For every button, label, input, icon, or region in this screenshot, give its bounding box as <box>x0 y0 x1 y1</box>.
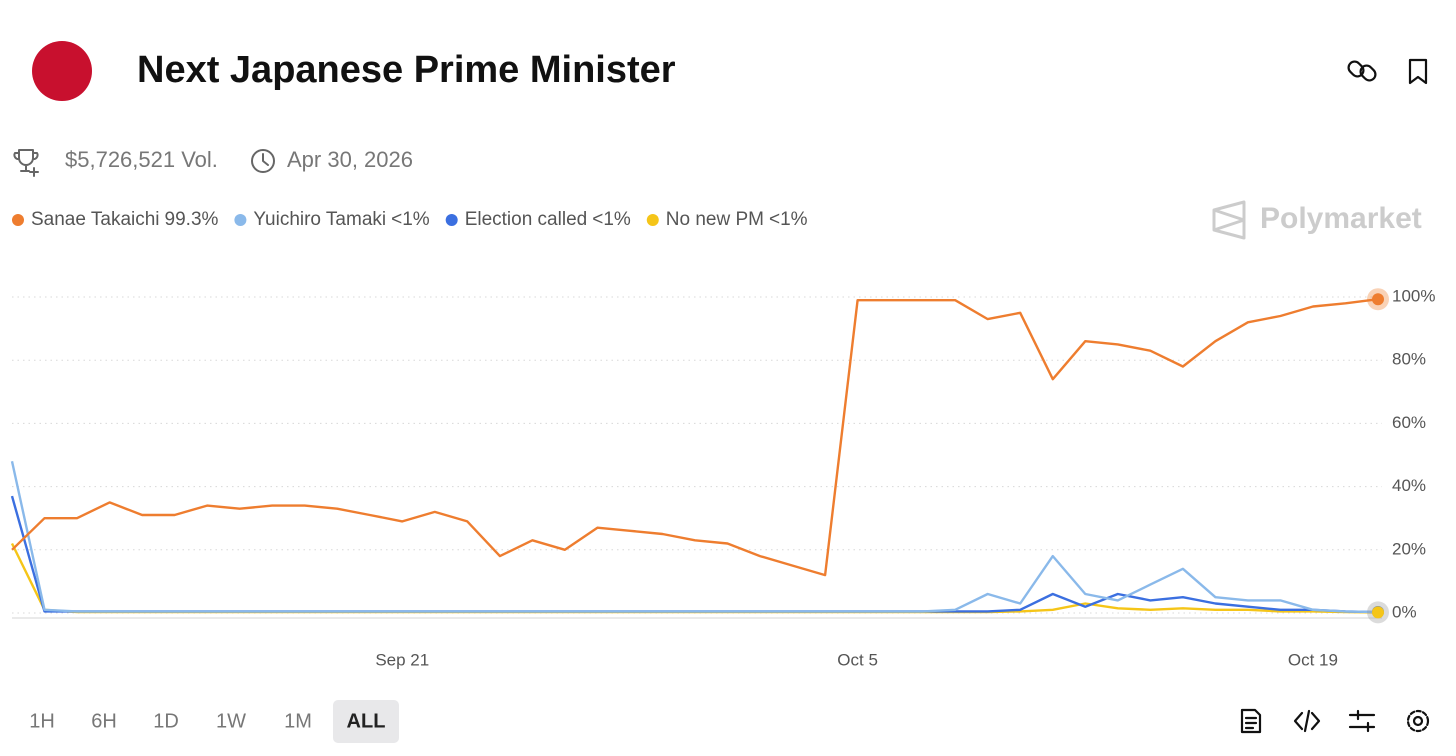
y-tick-label: 60% <box>1392 413 1426 432</box>
series-line <box>10 495 1379 614</box>
y-tick-label: 20% <box>1392 539 1426 558</box>
filter-button[interactable] <box>1348 709 1376 733</box>
legend-name: Sanae Takaichi <box>31 209 160 230</box>
settings-button[interactable] <box>1406 709 1430 733</box>
link-button[interactable] <box>1346 59 1378 83</box>
range-button[interactable]: 6H <box>91 710 117 732</box>
range-selector: 1H 6H 1D 1W 1M ALL <box>29 700 399 743</box>
plot: 0% 20% 40% 60% 80% 100% Sep 21 Oct 5 Oct 19 <box>10 286 1435 669</box>
x-tick-label: Sep 21 <box>375 650 429 669</box>
doc-button[interactable] <box>1240 708 1262 734</box>
y-tick-label: 100% <box>1392 286 1435 305</box>
legend-dot <box>234 214 247 226</box>
legend-dot <box>12 214 24 226</box>
legend: Sanae Takaichi 99.3% Yuichiro Tamaki <1% Ele… <box>12 209 808 230</box>
end-date: Apr 30, 2026 <box>287 147 413 172</box>
range-button[interactable]: 1H <box>29 710 55 732</box>
range-active-bg <box>333 700 399 743</box>
y-tick-label: 0% <box>1392 602 1417 621</box>
end-dot <box>1372 606 1384 619</box>
trophy-icon <box>13 149 39 177</box>
range-button[interactable]: 1W <box>216 710 246 732</box>
series-line <box>10 542 1379 614</box>
range-button[interactable]: 1D <box>153 710 179 732</box>
volume: $5,726,521 Vol. <box>65 147 218 172</box>
title: Next Japanese Prime Minister <box>137 49 676 91</box>
y-tick-label: 80% <box>1392 350 1426 369</box>
series-line <box>10 461 1379 614</box>
watermark: Polymarket <box>1260 202 1422 235</box>
embed-button[interactable] <box>1293 709 1321 733</box>
legend-value: <1% <box>391 209 430 230</box>
legend-value: <1% <box>769 209 808 230</box>
end-dot <box>1372 293 1384 306</box>
legend-value: 99.3% <box>165 209 219 230</box>
market-icon <box>32 41 92 101</box>
watermark-logo <box>1212 200 1246 240</box>
x-tick-label: Oct 19 <box>1288 650 1338 669</box>
y-tick-label: 40% <box>1392 476 1426 495</box>
legend-name: Election called <box>465 209 588 230</box>
toolbar <box>1240 708 1430 734</box>
clock-icon <box>251 149 275 173</box>
range-button[interactable]: 1M <box>284 710 312 732</box>
legend-value: <1% <box>592 209 631 230</box>
legend-dot <box>445 214 458 226</box>
range-button[interactable]: ALL <box>347 710 386 732</box>
series-line <box>11 298 1379 577</box>
x-tick-label: Oct 5 <box>837 650 878 669</box>
legend-name: No new PM <box>666 209 764 230</box>
legend-name: Yuichiro Tamaki <box>253 209 386 230</box>
legend-dot <box>646 214 659 226</box>
bookmark-button[interactable] <box>1408 58 1428 85</box>
